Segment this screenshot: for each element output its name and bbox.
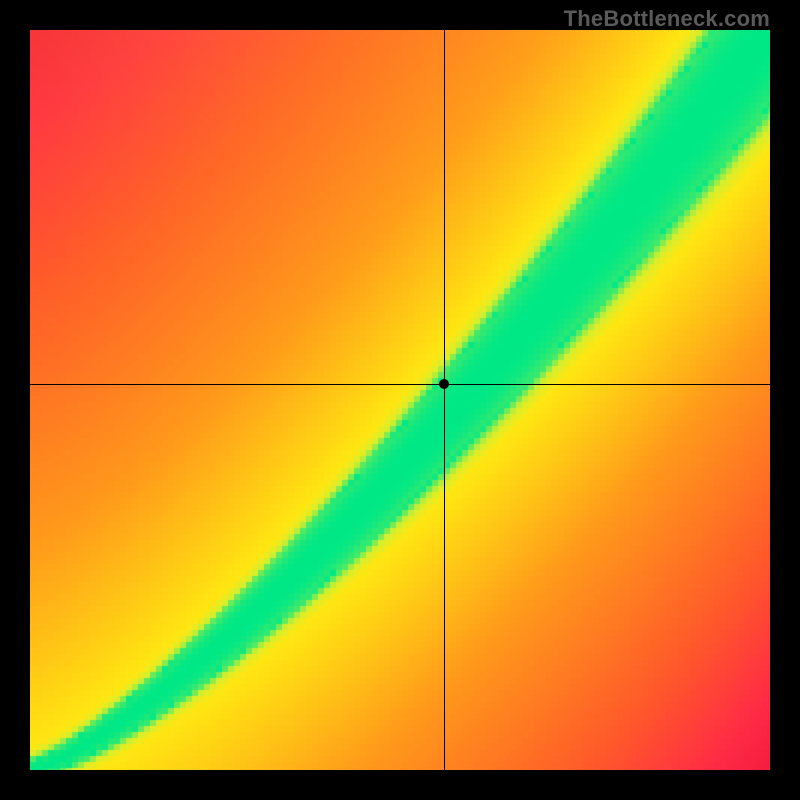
- data-point-marker: [439, 379, 449, 389]
- watermark-text: TheBottleneck.com: [564, 6, 770, 32]
- heatmap-canvas: [30, 30, 770, 770]
- crosshair-horizontal: [30, 384, 770, 385]
- plot-area: [30, 30, 770, 770]
- crosshair-vertical: [444, 30, 445, 770]
